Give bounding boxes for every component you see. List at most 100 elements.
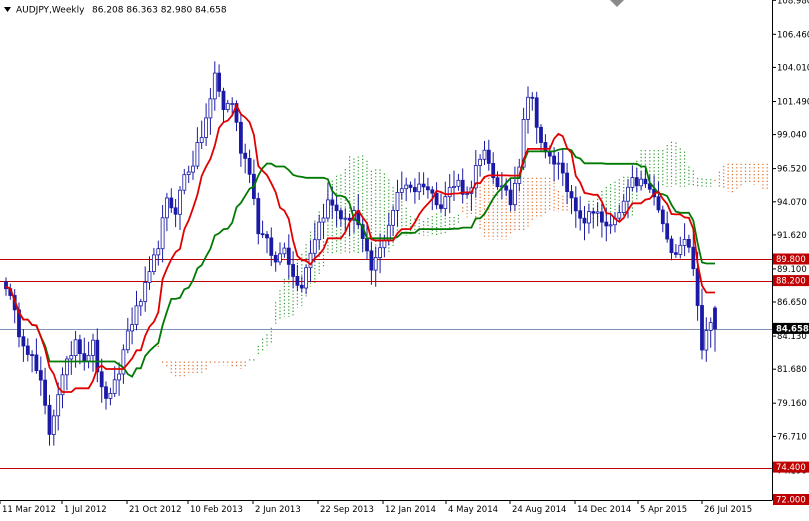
x-tick-label: 26 Jul 2015 xyxy=(704,505,752,515)
candle-body xyxy=(491,162,496,178)
y-tick-label: 76.710 xyxy=(777,432,807,442)
candle-body xyxy=(365,238,369,252)
candle-body xyxy=(217,72,222,92)
candle-body xyxy=(112,379,117,394)
x-tick-label: 11 Mar 2012 xyxy=(2,505,56,515)
candle-body xyxy=(704,330,709,351)
current-price-tag-label: 84.658 xyxy=(776,324,809,334)
level-tag-label: 72.000 xyxy=(776,496,806,506)
candle-body xyxy=(282,247,287,255)
candle-body xyxy=(147,271,152,283)
candle-body xyxy=(151,254,156,272)
candle-body xyxy=(243,152,248,159)
candle-body xyxy=(312,239,317,254)
candle-body xyxy=(573,197,578,212)
candle-body xyxy=(399,188,404,193)
y-tick-label: 96.520 xyxy=(777,165,807,175)
candle-body xyxy=(225,103,230,110)
candle-body xyxy=(460,179,465,195)
x-tick-label: 12 Jan 2014 xyxy=(385,505,436,515)
candle-body xyxy=(530,96,535,99)
level-tag xyxy=(773,253,809,265)
candle-body xyxy=(674,252,678,255)
price-tags: 89.800 88.200 74.400 72.000 84.658 xyxy=(773,253,809,506)
candle-body xyxy=(634,177,639,187)
symbol-timeframe: AUDJPY,Weekly xyxy=(16,6,85,16)
candle-body xyxy=(473,165,478,189)
candle-body xyxy=(543,142,548,153)
candle-body xyxy=(291,264,296,277)
candle-body xyxy=(34,354,39,371)
candle-body xyxy=(552,155,556,165)
candle-body xyxy=(195,142,200,167)
y-tick-label: 79.160 xyxy=(777,399,807,409)
scroll-marker-icon[interactable] xyxy=(610,0,624,7)
candle-body xyxy=(199,137,204,143)
candle-body xyxy=(665,223,670,240)
x-tick-label: 24 Aug 2014 xyxy=(512,505,566,515)
candle-body xyxy=(486,149,491,164)
candle-body xyxy=(582,217,587,224)
candle-body xyxy=(138,301,143,307)
candle-body xyxy=(504,185,509,191)
candle-body xyxy=(204,117,209,138)
candle-body xyxy=(495,177,500,188)
candle-body xyxy=(278,253,282,263)
candle-body xyxy=(408,184,413,188)
candle-body xyxy=(425,186,430,191)
y-tick-label: 106.460 xyxy=(777,30,809,40)
candlestick-series xyxy=(4,61,717,446)
candle-body xyxy=(482,149,487,160)
candle-body xyxy=(430,189,435,194)
candle-body xyxy=(304,267,309,289)
candle-body xyxy=(656,196,661,211)
candle-body xyxy=(600,211,604,223)
indicator-lines xyxy=(5,103,715,393)
candle-body xyxy=(447,187,452,198)
candle-body xyxy=(700,305,704,351)
candle-body xyxy=(478,158,483,166)
candle-body xyxy=(338,210,343,220)
candle-body xyxy=(526,96,530,120)
candle-body xyxy=(708,322,713,331)
candle-body xyxy=(221,90,226,110)
candle-body xyxy=(465,193,470,195)
candle-body xyxy=(421,183,426,188)
candle-body xyxy=(69,355,74,360)
candle-body xyxy=(25,345,30,355)
candle-body xyxy=(256,198,261,235)
candle-body xyxy=(395,191,400,211)
candle-body xyxy=(130,324,135,332)
candle-body xyxy=(299,284,304,289)
candle-body xyxy=(569,191,574,199)
x-tick-label: 14 Dec 2014 xyxy=(577,505,631,515)
candle-body xyxy=(508,189,513,206)
candle-body xyxy=(191,165,195,173)
candle-body xyxy=(513,182,517,206)
x-tick-label: 10 Feb 2013 xyxy=(190,505,243,515)
candle-body xyxy=(373,257,378,271)
current-price-tag xyxy=(773,322,809,334)
candle-body xyxy=(630,177,635,188)
candle-body xyxy=(164,197,169,219)
candle-body xyxy=(534,97,539,128)
candle-body xyxy=(682,238,687,246)
candle-body xyxy=(678,244,683,255)
tenkan-sen-line xyxy=(5,103,715,393)
y-tick-label: 101.490 xyxy=(777,98,809,108)
candle-body xyxy=(99,371,104,388)
y-tick-label: 89.100 xyxy=(777,265,807,275)
level-tag-label: 88.200 xyxy=(776,277,806,287)
y-tick-label: 94.070 xyxy=(777,198,807,208)
candle-body xyxy=(643,178,648,185)
candle-body xyxy=(60,374,65,396)
candle-body xyxy=(417,183,422,193)
candle-body xyxy=(443,196,448,209)
candle-body xyxy=(412,187,417,193)
dropdown-triangle-icon[interactable] xyxy=(4,7,11,12)
candle-body xyxy=(230,103,235,105)
y-tick-label: 86.650 xyxy=(777,298,807,308)
level-tag xyxy=(773,461,809,473)
